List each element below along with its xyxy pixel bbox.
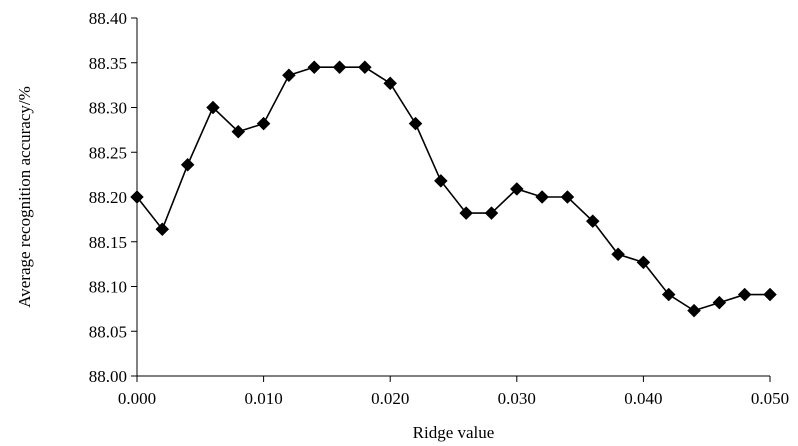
y-tick-label: 88.25 (89, 143, 127, 162)
data-point-diamond (130, 190, 144, 204)
data-point-diamond (231, 124, 246, 139)
data-point-diamond (661, 287, 676, 302)
data-point-diamond (459, 206, 474, 220)
y-axis-ticks: 88.00 88.05 88.10 88.15 88.20 88.25 88.30 88.35… (89, 9, 137, 386)
x-axis-label: Ridge value (413, 423, 495, 442)
data-point-diamond (737, 287, 752, 302)
y-tick-label: 88.00 (89, 367, 127, 386)
data-point-diamond (206, 100, 220, 115)
x-tick-label: 0.020 (371, 389, 409, 408)
data-point-diamond (180, 157, 195, 172)
x-tick-label: 0.050 (751, 389, 789, 408)
data-point-diamond (383, 76, 398, 91)
data-point-diamond (763, 287, 777, 302)
data-points (130, 60, 777, 318)
y-tick-label: 88.40 (89, 9, 127, 28)
y-tick-label: 88.10 (89, 278, 127, 297)
data-point-diamond (358, 60, 372, 75)
data-point-diamond (712, 295, 727, 310)
data-point-diamond (433, 174, 448, 188)
data-point-diamond (332, 60, 347, 75)
series-line (136, 66, 770, 312)
data-point-diamond (155, 222, 170, 237)
data-point-diamond (256, 116, 271, 131)
y-axis-label: Average recognition accuracy/% (15, 86, 34, 308)
data-point-diamond (687, 303, 701, 318)
y-tick-label: 88.35 (89, 54, 127, 73)
x-tick-label: 0.030 (498, 389, 536, 408)
data-point-diamond (535, 190, 549, 204)
data-point-diamond (509, 182, 524, 196)
y-tick-label: 88.05 (89, 322, 127, 341)
data-point-diamond (636, 255, 651, 270)
data-point-diamond (611, 247, 625, 262)
y-tick-label: 88.30 (89, 99, 127, 118)
data-point-diamond (282, 68, 296, 83)
x-axis-ticks: 0.000 0.010 0.020 0.030 0.040 0.050 (118, 376, 789, 408)
data-point-diamond (484, 206, 499, 220)
x-tick-label: 0.040 (624, 389, 662, 408)
y-tick-label: 88.20 (89, 188, 127, 207)
y-tick-label: 88.15 (89, 233, 127, 252)
data-point-diamond (585, 214, 600, 229)
data-point-diamond (307, 60, 322, 75)
data-point-diamond (560, 190, 575, 204)
x-tick-label: 0.000 (118, 389, 156, 408)
x-tick-label: 0.010 (244, 389, 282, 408)
data-point-diamond (408, 116, 423, 131)
